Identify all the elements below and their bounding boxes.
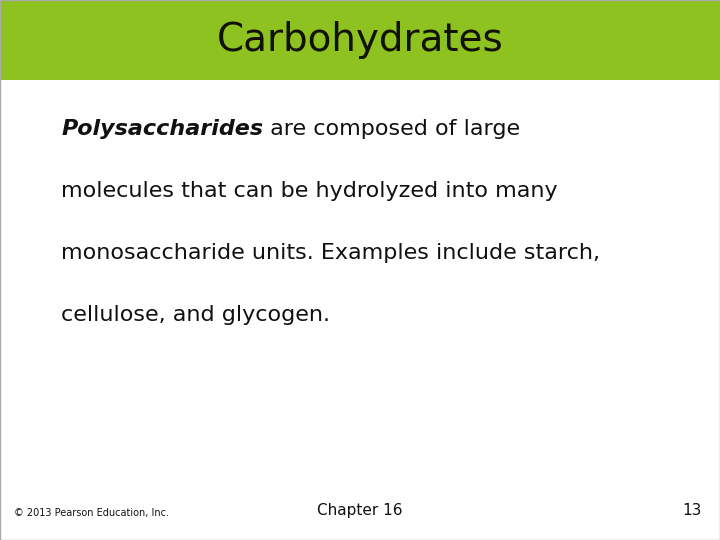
Text: are composed of large: are composed of large [264,119,521,139]
Text: molecules that can be hydrolyzed into many: molecules that can be hydrolyzed into ma… [61,181,558,201]
Text: © 2013 Pearson Education, Inc.: © 2013 Pearson Education, Inc. [14,508,169,518]
Text: Chapter 16: Chapter 16 [318,503,402,518]
Text: Carbohydrates: Carbohydrates [217,21,503,59]
Text: monosaccharide units. Examples include starch,: monosaccharide units. Examples include s… [61,243,600,263]
Text: 13: 13 [683,503,702,518]
Text: Polysaccharides: Polysaccharides [61,119,264,139]
FancyBboxPatch shape [0,0,720,80]
Text: cellulose, and glycogen.: cellulose, and glycogen. [61,305,330,325]
